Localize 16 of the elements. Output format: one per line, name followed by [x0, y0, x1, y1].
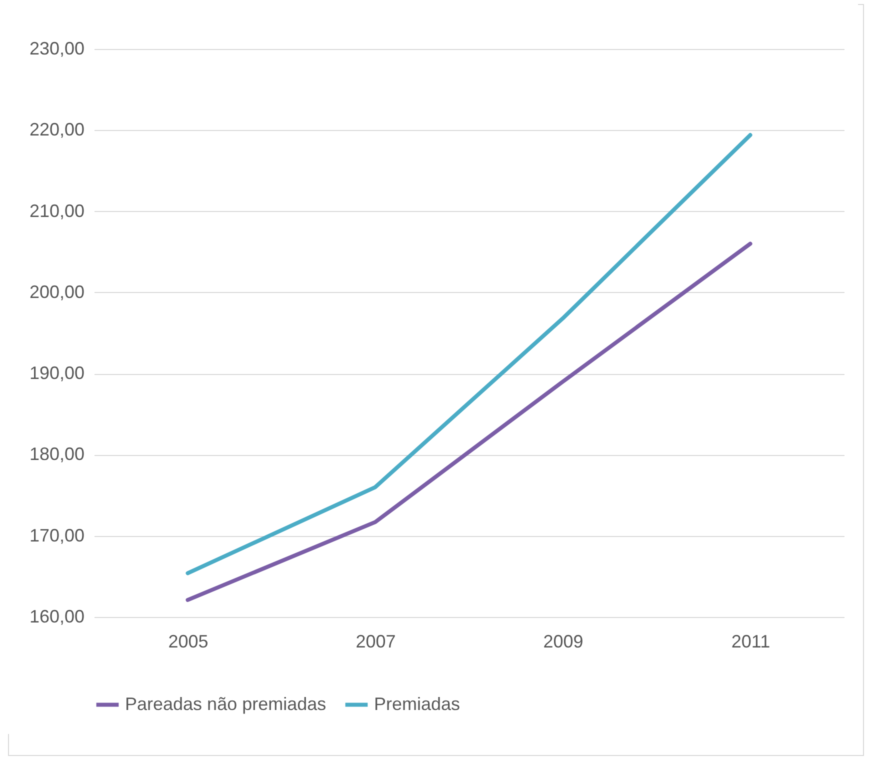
x-tick-label: 2007: [356, 632, 396, 652]
y-tick-label: 220,00: [29, 120, 84, 140]
y-tick-label: 170,00: [29, 525, 84, 546]
x-tick-label: 2009: [543, 632, 584, 652]
x-tick-label: 2011: [731, 632, 770, 652]
y-tick-label: 230,00: [29, 38, 84, 58]
line-series: [186, 242, 752, 602]
legend-label: Premiadas: [374, 694, 460, 714]
legend-label: Pareadas não premiadas: [125, 694, 326, 714]
y-tick-label: 210,00: [29, 200, 84, 221]
y-tick-label: 160,00: [29, 606, 84, 626]
y-tick-label: 180,00: [29, 444, 84, 464]
y-tick-label: 200,00: [29, 282, 84, 302]
line-series: [186, 133, 752, 576]
x-tick-label: 2005: [168, 632, 208, 652]
y-tick-label: 190,00: [29, 363, 84, 384]
